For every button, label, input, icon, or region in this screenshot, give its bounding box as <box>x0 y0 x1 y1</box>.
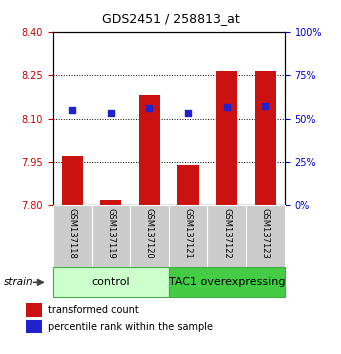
Bar <box>216 71 237 205</box>
Bar <box>91 205 130 267</box>
Point <box>186 110 191 116</box>
Point <box>70 107 75 113</box>
Bar <box>207 205 246 267</box>
Point <box>224 104 229 110</box>
Text: percentile rank within the sample: percentile rank within the sample <box>48 322 213 332</box>
Bar <box>53 267 169 297</box>
Point <box>108 110 114 116</box>
Bar <box>169 205 207 267</box>
Point <box>263 103 268 108</box>
Text: GSM137121: GSM137121 <box>183 209 193 259</box>
Bar <box>26 320 42 333</box>
Text: control: control <box>91 277 130 287</box>
Bar <box>169 267 285 297</box>
Bar <box>246 205 285 267</box>
Bar <box>130 205 169 267</box>
Text: GSM137119: GSM137119 <box>106 209 115 259</box>
Text: GSM137123: GSM137123 <box>261 209 270 259</box>
Text: GSM137122: GSM137122 <box>222 209 231 259</box>
Text: strain: strain <box>3 277 33 287</box>
Text: transformed count: transformed count <box>48 305 139 315</box>
Bar <box>61 156 83 205</box>
Text: GSM137118: GSM137118 <box>68 209 77 259</box>
Point <box>147 105 152 111</box>
Text: GDS2451 / 258813_at: GDS2451 / 258813_at <box>102 12 239 25</box>
Bar <box>255 71 276 205</box>
Text: TAC1 overexpressing: TAC1 overexpressing <box>168 277 285 287</box>
Bar <box>100 200 121 205</box>
Text: GSM137120: GSM137120 <box>145 209 154 259</box>
Bar <box>53 205 91 267</box>
Bar <box>177 165 199 205</box>
Bar <box>139 96 160 205</box>
Bar <box>26 303 42 317</box>
